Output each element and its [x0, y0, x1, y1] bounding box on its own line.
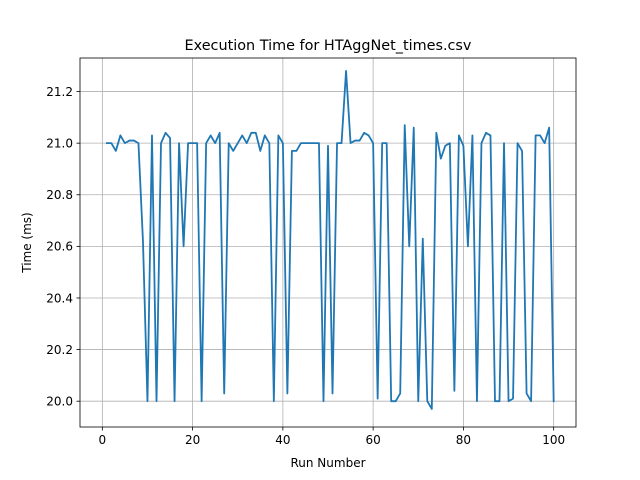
y-tick-label: 21.2: [46, 85, 73, 99]
y-tick-label: 21.0: [46, 136, 73, 150]
x-tick-label: 40: [275, 433, 290, 447]
x-tick-label: 20: [185, 433, 200, 447]
y-tick-label: 20.8: [46, 188, 73, 202]
y-axis-label: Time (ms): [20, 212, 34, 274]
chart-title: Execution Time for HTAggNet_times.csv: [185, 38, 472, 54]
x-tick-label: 100: [542, 433, 565, 447]
y-tick-label: 20.4: [46, 291, 73, 305]
axis-ticks: 0 20 40 60 80 100 20.0 20.2 20.4 20.6 20.8 21.0 21.2: [46, 85, 565, 447]
x-tick-label: 60: [365, 433, 380, 447]
plot-frame: [79, 57, 577, 428]
y-tick-label: 20.0: [46, 394, 73, 408]
y-tick-label: 20.6: [46, 240, 73, 254]
x-tick-label: 0: [99, 433, 107, 447]
series-lines: [105, 70, 555, 410]
y-tick-label: 20.2: [46, 343, 73, 357]
series-line: [105, 70, 555, 410]
x-tick-label: 80: [456, 433, 471, 447]
x-axis-label: Run Number: [290, 456, 365, 470]
